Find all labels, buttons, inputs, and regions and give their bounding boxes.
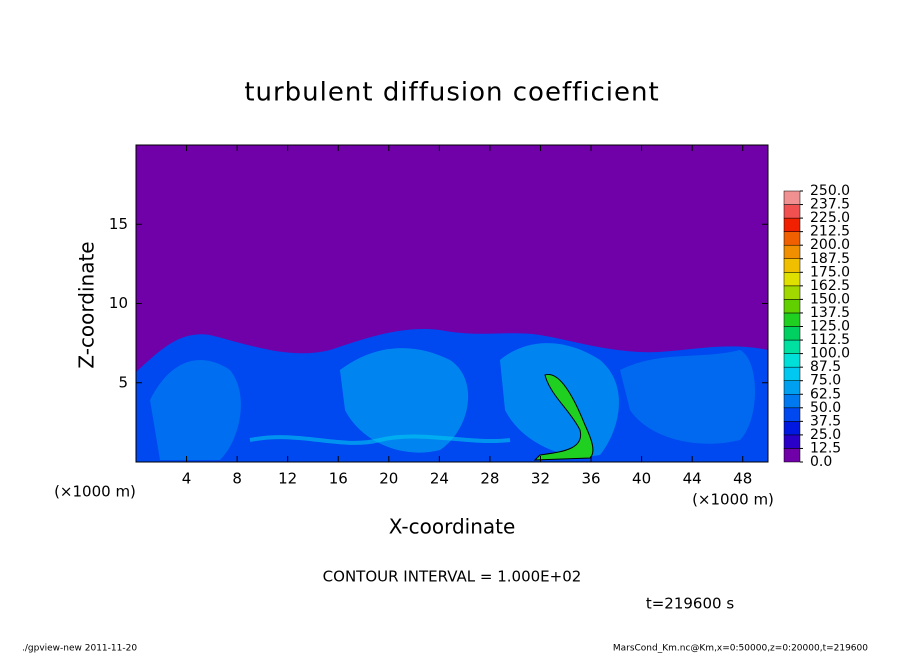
colorbar-box (783, 190, 801, 205)
x-tick-label: 36 (581, 470, 600, 488)
x-tick-label: 4 (182, 470, 192, 488)
field-texture (533, 374, 594, 461)
colorbar-label: 62.5 (810, 386, 841, 402)
colorbar-box (783, 326, 801, 341)
colorbar-box (783, 285, 801, 300)
colorbar-box (783, 272, 801, 287)
colorbar-label: 87.5 (810, 359, 841, 375)
contour-interval: CONTOUR INTERVAL = 1.000E+02 (323, 568, 582, 586)
colorbar-label: 100.0 (810, 346, 850, 362)
colorbar-box (783, 217, 801, 232)
colorbar-box (783, 394, 801, 409)
x-tick-label: 28 (480, 470, 499, 488)
x-tick-label: 12 (278, 470, 297, 488)
chart-title: turbulent diffusion coefficient (244, 78, 659, 108)
colorbar-label: 112.5 (810, 332, 850, 348)
colorbar-label: 200.0 (810, 237, 850, 253)
colorbar-label: 225.0 (810, 210, 850, 226)
colorbar-box (783, 231, 801, 246)
colorbar-label: 162.5 (810, 278, 850, 294)
y-tick-label: 15 (109, 215, 128, 233)
field (135, 144, 769, 463)
x-tick-label: 24 (430, 470, 449, 488)
field-texture (249, 434, 511, 445)
colorbar-label: 12.5 (810, 440, 841, 456)
x-unit: (×1000 m) (692, 491, 774, 509)
y-unit: (×1000 m) (54, 483, 136, 501)
colorbar-label: 37.5 (810, 413, 841, 429)
x-tick-label: 40 (632, 470, 651, 488)
x-tick-label: 16 (329, 470, 348, 488)
colorbar-label: 25.0 (810, 427, 841, 443)
colorbar-box (783, 407, 801, 422)
colorbar-label: 75.0 (810, 373, 841, 389)
x-axis-label: X-coordinate (389, 515, 516, 539)
footer-right: MarsCond_Km.nc@Km,x=0:50000,z=0:20000,t=… (613, 644, 868, 654)
y-tick-label: 5 (118, 373, 128, 391)
field-texture (150, 360, 241, 460)
field-texture (620, 350, 755, 444)
x-tick-label: 44 (683, 470, 702, 488)
colorbar-box (783, 312, 801, 327)
time-label: t=219600 s (646, 595, 734, 613)
colorbar-label: 0.0 (810, 454, 832, 470)
colorbar-box (783, 204, 801, 219)
x-tick-label: 48 (733, 470, 752, 488)
colorbar-label: 125.0 (810, 319, 850, 335)
colorbar-box (783, 258, 801, 273)
colorbar-box (783, 244, 801, 259)
x-tick-label: 20 (379, 470, 398, 488)
colorbar-label: 50.0 (810, 400, 841, 416)
y-axis-label: Z-coordinate (75, 241, 99, 368)
colorbar-box (783, 434, 801, 449)
colorbar-box (783, 421, 801, 436)
colorbar-label: 187.5 (810, 251, 850, 267)
colorbar-box (783, 380, 801, 395)
colorbar-box (783, 366, 801, 381)
colorbar-box (783, 448, 801, 463)
colorbar-label: 250.0 (810, 183, 850, 199)
colorbar-label: 137.5 (810, 305, 850, 321)
colorbar-box (783, 353, 801, 368)
x-tick-label: 32 (531, 470, 550, 488)
colorbar-label: 212.5 (810, 224, 850, 240)
colorbar-box (783, 339, 801, 354)
x-tick-label: 8 (232, 470, 242, 488)
colorbar-label: 175.0 (810, 264, 850, 280)
y-tick-label: 10 (109, 294, 128, 312)
field-texture (340, 348, 469, 453)
footer-left: ./gpview-new 2011-11-20 (22, 644, 137, 654)
colorbar-label: 237.5 (810, 197, 850, 213)
colorbar-label: 150.0 (810, 291, 850, 307)
colorbar-box (783, 299, 801, 314)
